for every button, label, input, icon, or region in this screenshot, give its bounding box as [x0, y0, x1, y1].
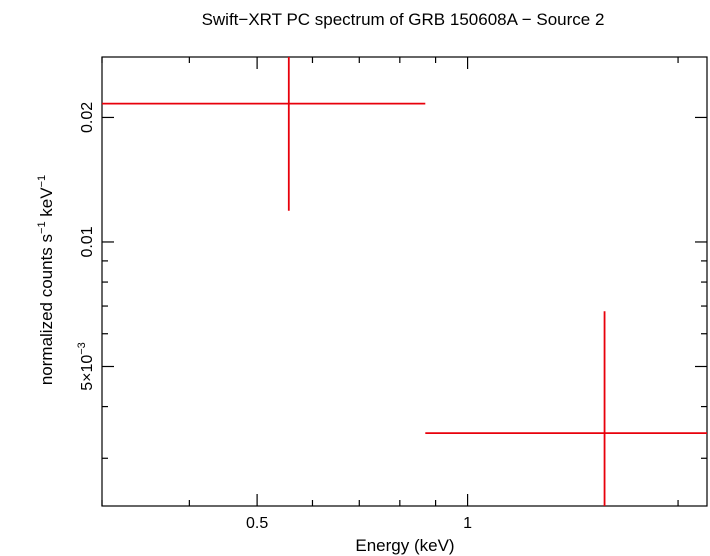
data-series	[102, 57, 707, 506]
x-axis-label: Energy (keV)	[355, 536, 454, 555]
x-tick-label: 0.5	[246, 515, 268, 532]
y-tick-label: 0.01	[79, 226, 96, 257]
y-axis-label-sup2: −1	[36, 175, 48, 188]
data-point	[102, 57, 426, 211]
y-tick-label: 0.02	[79, 102, 96, 133]
chart-title: Swift−XRT PC spectrum of GRB 150608A − S…	[202, 10, 605, 29]
plot-area: 0.5 1 5×10−3 0.01 0.02	[76, 56, 708, 532]
data-point	[425, 311, 707, 506]
y-axis-label-sup1: −1	[36, 221, 48, 234]
y-axis-label-unit: keV	[37, 187, 56, 222]
x-tick-label: 1	[463, 515, 472, 532]
y-axis-label-main: normalized counts s	[37, 234, 56, 385]
y-axis-label: normalized counts s−1 keV−1	[36, 175, 56, 385]
plot-frame	[101, 56, 708, 507]
y-tick-label: 5×10−3	[76, 342, 96, 391]
axis-ticks	[101, 57, 707, 506]
axis-tick-labels: 0.5 1 5×10−3 0.01 0.02	[76, 102, 472, 532]
